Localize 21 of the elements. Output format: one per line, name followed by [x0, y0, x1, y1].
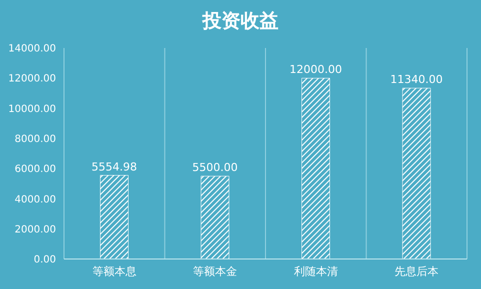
data-label: 5554.98 — [92, 160, 138, 174]
x-tick-label: 等额本息 — [92, 264, 136, 278]
y-tick-label: 14000.00 — [8, 44, 56, 55]
data-label: 12000.00 — [290, 63, 342, 76]
y-tick-label: 8000.00 — [14, 134, 56, 145]
y-tick-label: 12000.00 — [8, 74, 56, 85]
data-label: 11340.00 — [390, 73, 443, 86]
y-tick-label: 4000.00 — [14, 194, 56, 206]
x-tick-label: 利随本清 — [294, 264, 338, 278]
y-tick-label: 6000.00 — [14, 164, 56, 176]
x-tick-label: 先息后本 — [394, 264, 439, 278]
data-label: 5500.00 — [192, 161, 238, 174]
x-tick-label: 等额本金 — [193, 264, 238, 278]
y-tick-label: 2000.00 — [14, 224, 56, 236]
bar — [200, 176, 230, 259]
bar — [302, 78, 330, 259]
y-tick-label: 10000.00 — [8, 104, 56, 115]
bar — [100, 175, 129, 259]
y-tick-label: 0.00 — [34, 254, 56, 266]
chart-title: 投资收益 — [201, 9, 280, 34]
bar — [402, 88, 431, 259]
